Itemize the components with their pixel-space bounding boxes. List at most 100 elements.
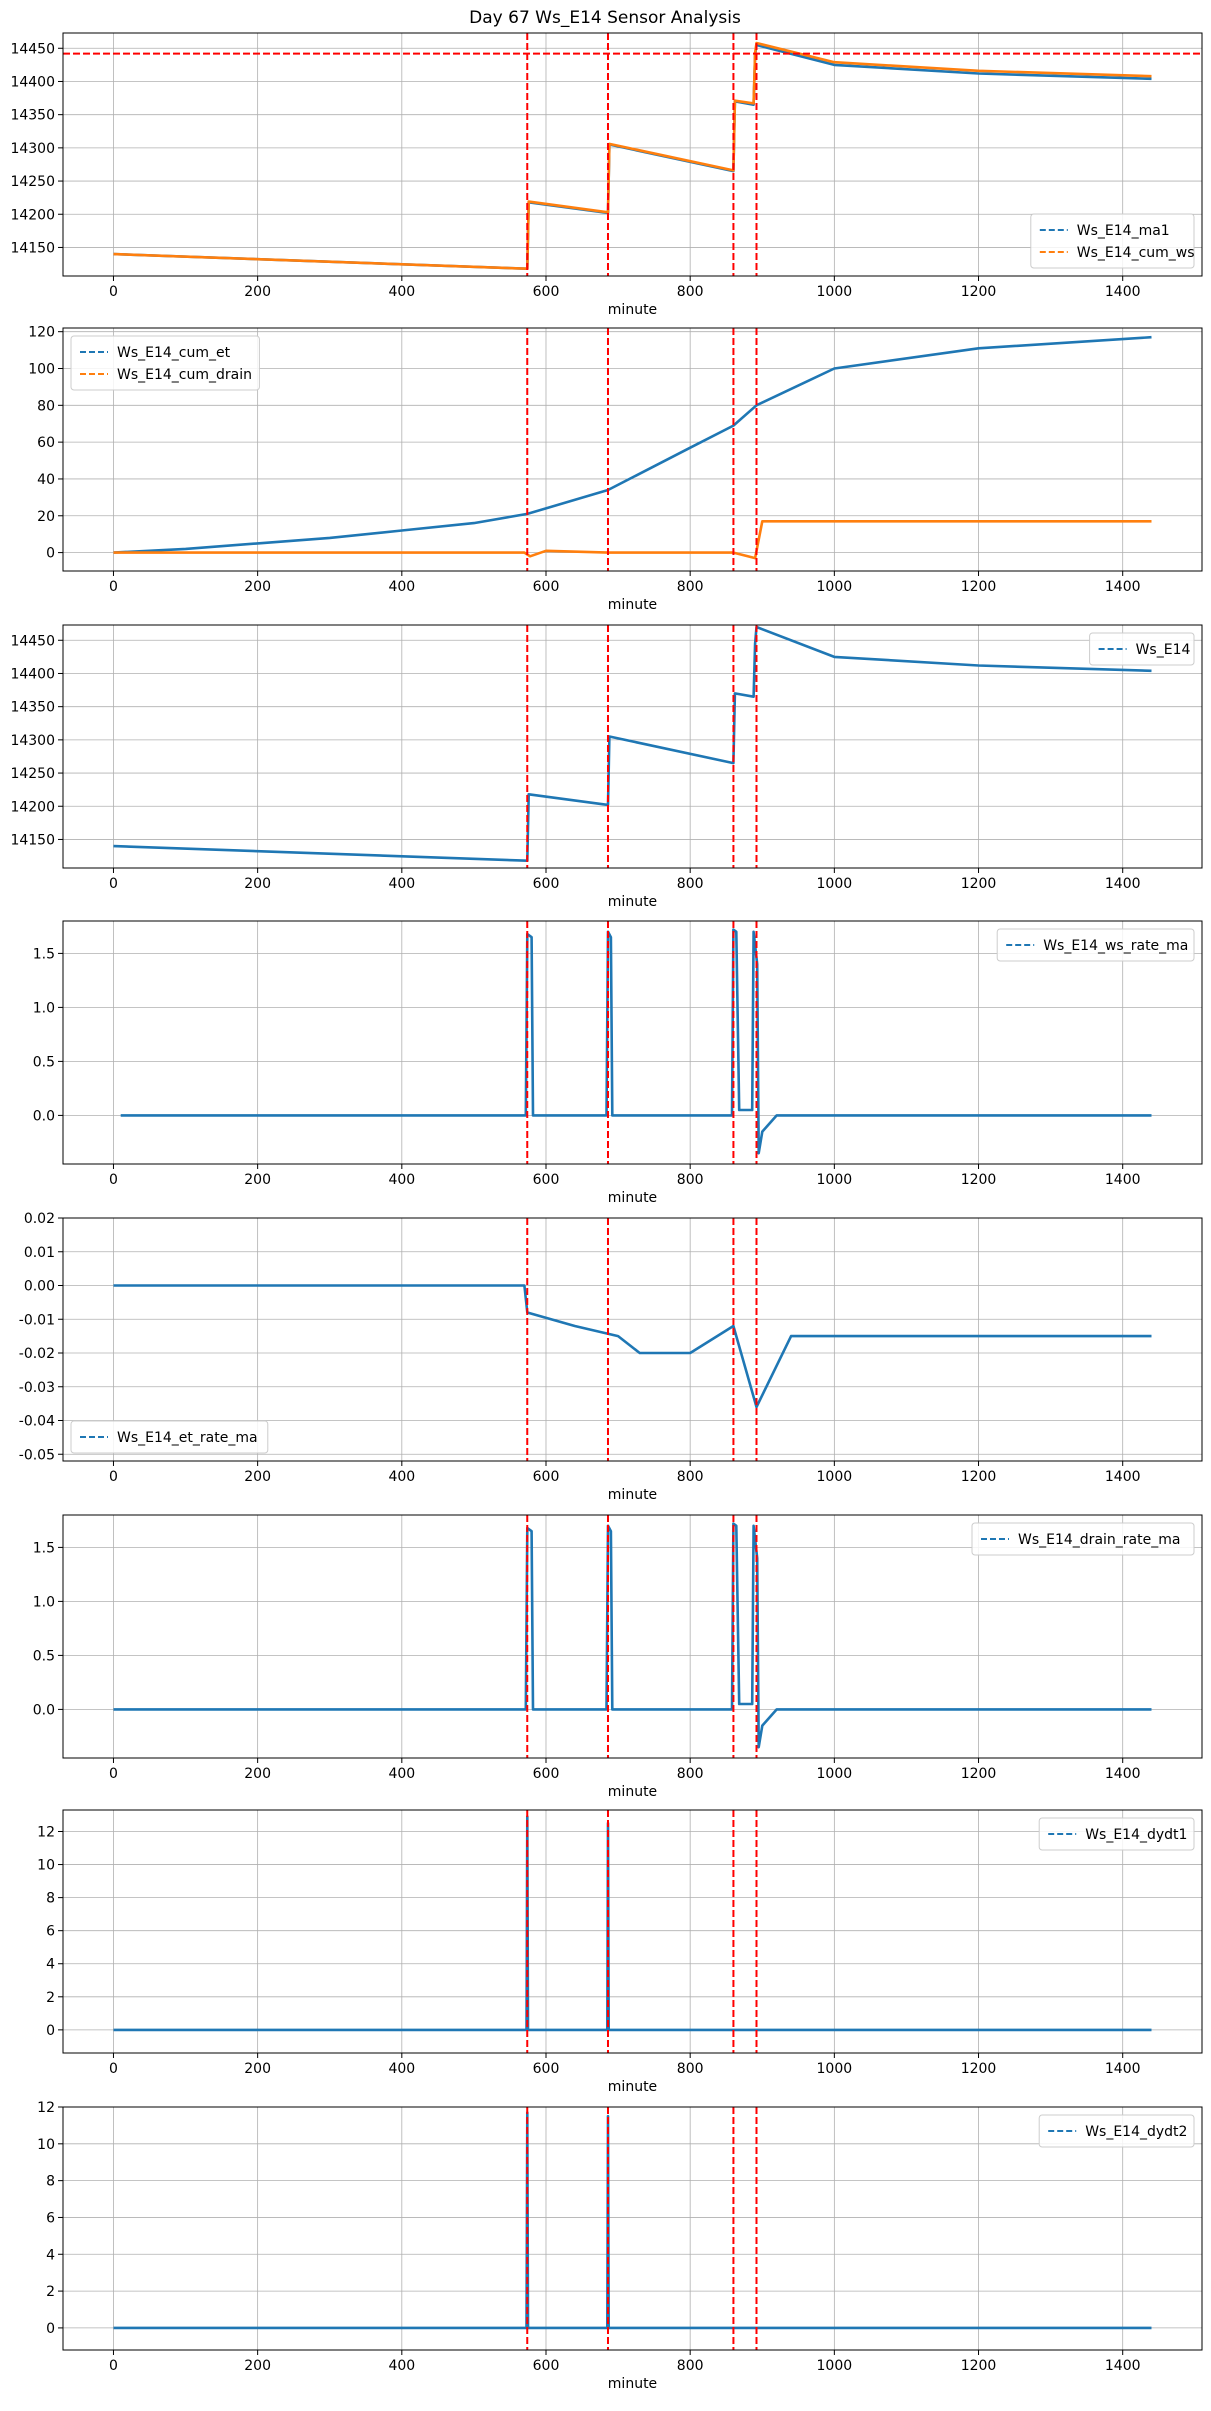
y-tick-label: 60 bbox=[37, 435, 55, 451]
x-tick-label: 800 bbox=[677, 876, 704, 892]
y-tick-label: 14450 bbox=[10, 633, 55, 649]
x-tick-label: 0 bbox=[109, 2061, 118, 2077]
x-tick-label: 1400 bbox=[1105, 2358, 1141, 2374]
x-tick-label: 1000 bbox=[817, 579, 853, 595]
y-tick-label: 0.00 bbox=[24, 1279, 55, 1295]
y-tick-label: 14400 bbox=[10, 666, 55, 682]
legend: Ws_E14 bbox=[1089, 632, 1195, 666]
x-tick-label: 200 bbox=[244, 2061, 271, 2077]
x-tick-label: 800 bbox=[677, 284, 704, 300]
x-axis-label: minute bbox=[608, 1487, 657, 1503]
subplot-6: 0 200 400 600 800 1000 1200 1400 0.0 0.5 1.0 1.5 min… bbox=[33, 1514, 1203, 1800]
legend-label: Ws_E14_ws_rate_ma bbox=[1043, 938, 1188, 954]
x-axis-label: minute bbox=[608, 597, 657, 613]
series-line-Ws_E14_ma1 bbox=[113, 43, 1152, 270]
legend-label: Ws_E14_dydt1 bbox=[1085, 1827, 1187, 1843]
axes-frame bbox=[62, 1514, 1203, 1759]
y-tick-label: 0.5 bbox=[33, 1648, 55, 1664]
x-tick-label: 600 bbox=[533, 284, 560, 300]
subplot-3: 0 200 400 600 800 1000 1200 1400 14150 14200 14250… bbox=[10, 624, 1203, 910]
y-tick-label: 1.0 bbox=[33, 1594, 55, 1610]
series-line-Ws_E14_drain_rate_ma bbox=[113, 1522, 1152, 1749]
y-tick-label: 14450 bbox=[10, 41, 55, 57]
x-tick-label: 1000 bbox=[817, 2358, 853, 2374]
y-tick-label: -0.01 bbox=[19, 1312, 55, 1328]
y-tick-label: 8 bbox=[46, 2174, 55, 2190]
y-tick-label: -0.05 bbox=[19, 1447, 55, 1463]
x-tick-label: 200 bbox=[244, 284, 271, 300]
x-tick-label: 200 bbox=[244, 579, 271, 595]
x-tick-label: 600 bbox=[533, 876, 560, 892]
x-tick-label: 1400 bbox=[1105, 876, 1141, 892]
y-tick-label: 14150 bbox=[10, 832, 55, 848]
x-tick-label: 0 bbox=[109, 2358, 118, 2374]
y-tick-label: -0.04 bbox=[19, 1414, 55, 1430]
y-tick-label: 14300 bbox=[10, 141, 55, 157]
legend-box bbox=[1038, 2114, 1195, 2148]
y-tick-label: 14200 bbox=[10, 799, 55, 815]
x-tick-label: 1400 bbox=[1105, 1172, 1141, 1188]
y-tick-label: 80 bbox=[37, 398, 55, 414]
legend-box bbox=[971, 1522, 1195, 1556]
x-tick-label: 1200 bbox=[961, 1469, 997, 1485]
y-tick-label: 0 bbox=[46, 2321, 55, 2337]
x-axis-label: minute bbox=[608, 1190, 657, 1206]
x-tick-label: 800 bbox=[677, 579, 704, 595]
y-tick-label: -0.03 bbox=[19, 1380, 55, 1396]
x-axis-label: minute bbox=[608, 1784, 657, 1800]
y-tick-label: 14400 bbox=[10, 74, 55, 90]
x-tick-label: 800 bbox=[677, 1766, 704, 1782]
y-tick-label: 40 bbox=[37, 472, 55, 488]
x-tick-label: 800 bbox=[677, 1469, 704, 1485]
y-tick-label: 0 bbox=[46, 546, 55, 562]
subplot-1: 0 200 400 600 800 1000 1200 1400 14150 14200 14250… bbox=[10, 32, 1203, 318]
legend-box bbox=[70, 1420, 269, 1454]
x-tick-label: 200 bbox=[244, 1172, 271, 1188]
x-tick-label: 1000 bbox=[817, 876, 853, 892]
y-tick-label: 14150 bbox=[10, 240, 55, 256]
x-tick-label: 600 bbox=[533, 579, 560, 595]
y-tick-label: 0.5 bbox=[33, 1054, 55, 1070]
y-tick-label: 14300 bbox=[10, 733, 55, 749]
y-tick-label: 0.0 bbox=[33, 1108, 55, 1124]
legend-label: Ws_E14_et_rate_ma bbox=[117, 1430, 258, 1446]
x-tick-label: 0 bbox=[109, 579, 118, 595]
series-group bbox=[113, 1218, 1152, 1461]
y-tick-label: 20 bbox=[37, 509, 55, 525]
y-tick-label: 100 bbox=[28, 362, 55, 378]
x-tick-label: 1200 bbox=[961, 876, 997, 892]
x-tick-label: 0 bbox=[109, 1469, 118, 1485]
axes-frame bbox=[62, 327, 1203, 572]
x-tick-label: 400 bbox=[388, 1469, 415, 1485]
series-line-Ws_E14_dydt1 bbox=[113, 1815, 1152, 2032]
series-line-Ws_E14_et_rate_ma bbox=[113, 1284, 1152, 1409]
x-tick-label: 1000 bbox=[817, 1469, 853, 1485]
legend-box bbox=[70, 335, 260, 391]
legend-label: Ws_E14 bbox=[1136, 642, 1191, 658]
series-line-Ws_E14_cum_et bbox=[113, 335, 1152, 554]
legend-box bbox=[996, 928, 1195, 962]
subplot-4: 0 200 400 600 800 1000 1200 1400 0.0 0.5 1.0 1.5 min… bbox=[33, 920, 1203, 1206]
legend-label: Ws_E14_cum_ws bbox=[1077, 245, 1195, 261]
y-tick-label: 10 bbox=[37, 2137, 55, 2153]
x-tick-label: 1000 bbox=[817, 1172, 853, 1188]
legend-box bbox=[1030, 213, 1195, 269]
series-line-Ws_E14_dydt2 bbox=[113, 2111, 1152, 2330]
x-tick-label: 200 bbox=[244, 2358, 271, 2374]
x-tick-label: 400 bbox=[388, 284, 415, 300]
x-tick-label: 200 bbox=[244, 876, 271, 892]
x-tick-label: 1200 bbox=[961, 2061, 997, 2077]
legend: Ws_E14_drain_rate_ma bbox=[971, 1522, 1195, 1556]
subplot-2: 0 200 400 600 800 1000 1200 1400 0 20 40 60 80 100 120… bbox=[28, 325, 1203, 613]
y-tick-label: 1.5 bbox=[33, 1540, 55, 1556]
y-tick-label: 14250 bbox=[10, 766, 55, 782]
x-tick-label: 600 bbox=[533, 2061, 560, 2077]
subplot-5: 0 200 400 600 800 1000 1200 1400 -0.05 -0.04 -0.03… bbox=[19, 1211, 1203, 1503]
series-group bbox=[113, 1810, 1152, 2053]
x-tick-label: 1200 bbox=[961, 1766, 997, 1782]
grid bbox=[63, 1810, 1202, 2053]
x-tick-label: 800 bbox=[677, 2061, 704, 2077]
x-tick-label: 0 bbox=[109, 284, 118, 300]
x-tick-label: 1200 bbox=[961, 2358, 997, 2374]
y-tick-label: 6 bbox=[46, 1924, 55, 1940]
